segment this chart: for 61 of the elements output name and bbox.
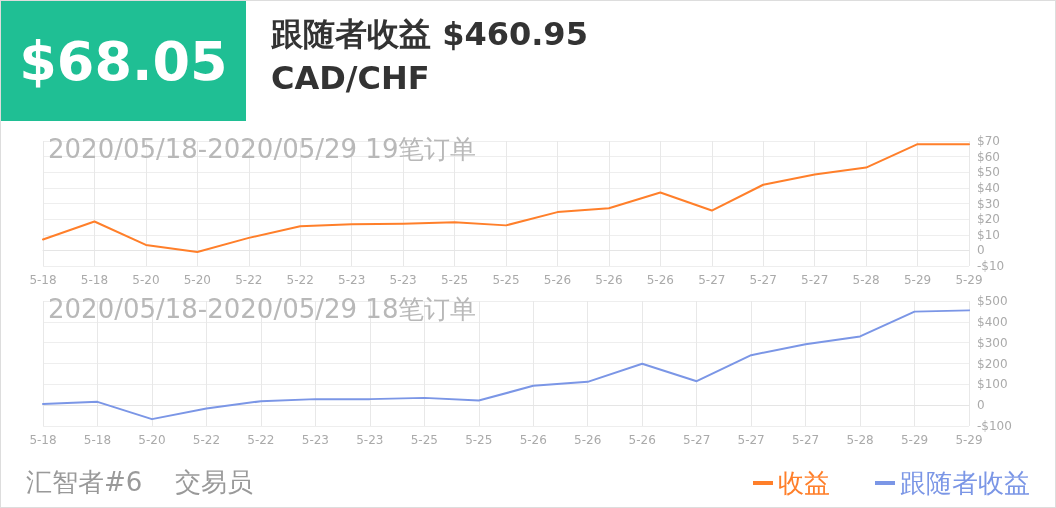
text: CAD/CHF <box>271 59 430 97</box>
x-tick-label: 5-29 <box>955 433 983 447</box>
x-tick-label: 5-22 <box>247 433 275 447</box>
y-tick-label: $40 <box>977 180 1000 195</box>
text: 汇智者#6 交易员 <box>26 467 254 497</box>
chart-title: 2020/05/18-2020/05/29 18笔订单 <box>48 294 477 324</box>
x-tick-label: 5-27 <box>791 433 820 447</box>
x-tick-label: 5-27 <box>801 273 829 287</box>
y-tick-label: $20 <box>977 212 1000 227</box>
x-tick-label: 5-22 <box>192 433 221 447</box>
x-tick-label: 5-23 <box>356 433 384 447</box>
x-tick-label: 5-26 <box>595 273 623 287</box>
x-tick-label: 5-20 <box>132 273 160 287</box>
y-tick-label: $200 <box>977 356 1008 371</box>
x-tick-label: 5-29 <box>903 273 932 287</box>
x-tick-label: 5-26 <box>543 273 572 287</box>
x-tick-label: 5-22 <box>286 273 314 287</box>
x-tick-label: 5-27 <box>749 273 777 287</box>
x-tick-label: 5-29 <box>955 273 983 287</box>
y-tick-label: 0 <box>977 398 985 413</box>
x-tick-label: 5-26 <box>519 433 547 447</box>
y-tick-label: $50 <box>977 165 1000 180</box>
x-tick-label: 5-23 <box>301 433 329 447</box>
legend-label: 跟随者收益 <box>900 468 1030 498</box>
x-tick-label: 5-25 <box>440 273 469 287</box>
x-tick-label: 5-26 <box>628 433 656 447</box>
text: 跟随者收益 $460.95 <box>271 14 588 55</box>
y-tick-label: $400 <box>977 314 1008 329</box>
y-tick-label: $100 <box>977 377 1008 392</box>
text: $68.05 <box>1 1 246 121</box>
y-tick-label: $500 <box>977 294 1008 308</box>
x-tick-label: 5-22 <box>235 273 263 287</box>
x-tick-label: 5-26 <box>574 433 602 447</box>
x-tick-label: 5-18 <box>80 273 109 287</box>
chart-title: 2020/05/18-2020/05/29 19笔订单 <box>48 134 477 164</box>
x-tick-label: 5-26 <box>646 273 674 287</box>
x-tick-label: 5-27 <box>683 433 711 447</box>
x-tick-label: 5-25 <box>492 273 520 287</box>
y-tick-label: $70 <box>977 134 1000 148</box>
legend-label: 收益 <box>778 468 830 498</box>
x-tick-label: 5-25 <box>465 433 493 447</box>
x-tick-label: 5-29 <box>900 433 929 447</box>
x-tick-label: 5-18 <box>83 433 112 447</box>
x-tick-label: 5-18 <box>29 273 57 287</box>
y-tick-label: $30 <box>977 196 1000 211</box>
y-tick-label: $300 <box>977 335 1008 350</box>
x-tick-label: 5-23 <box>338 273 366 287</box>
x-tick-label: 5-28 <box>846 433 874 447</box>
y-tick-label: $60 <box>977 149 1000 164</box>
x-tick-label: 5-27 <box>698 273 726 287</box>
x-tick-label: 5-25 <box>410 433 438 447</box>
x-tick-label: 5-28 <box>852 273 880 287</box>
y-tick-label: -$100 <box>977 419 1012 433</box>
y-tick-label: -$10 <box>977 259 1005 273</box>
x-tick-label: 5-27 <box>737 433 765 447</box>
x-tick-label: 5-20 <box>138 433 166 447</box>
x-tick-label: 5-23 <box>389 273 417 287</box>
y-tick-label: $10 <box>977 227 1000 242</box>
x-tick-label: 5-20 <box>183 273 211 287</box>
y-tick-label: 0 <box>977 243 985 258</box>
x-tick-label: 5-18 <box>29 433 57 447</box>
